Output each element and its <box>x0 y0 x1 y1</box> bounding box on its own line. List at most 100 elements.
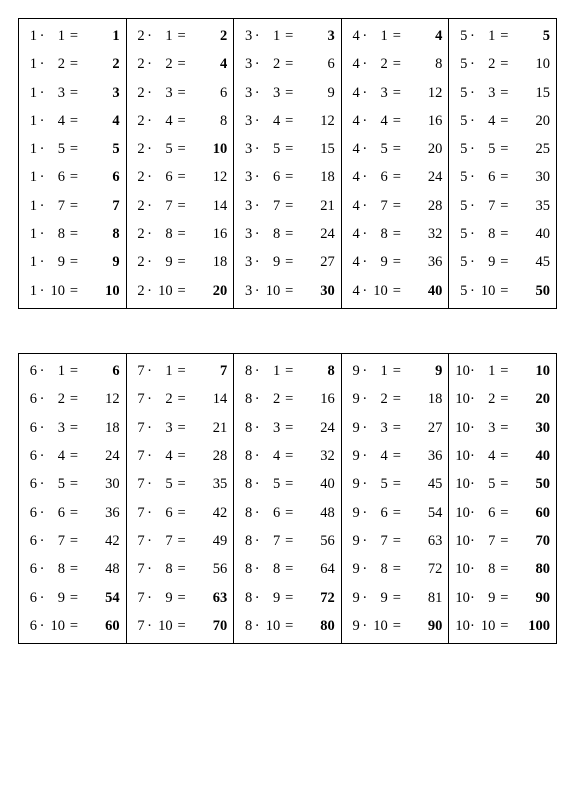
factor-b: 5 <box>370 142 388 157</box>
equals-symbol: = <box>388 86 406 101</box>
equation-row: 2·4=8 <box>133 114 228 129</box>
factor-b: 4 <box>47 114 65 129</box>
factor-a: 5 <box>455 86 467 101</box>
equation-row: 1·9=9 <box>25 255 120 270</box>
equation-row: 6·6=36 <box>25 506 120 521</box>
equation-row: 1·6=6 <box>25 170 120 185</box>
equation-row: 3·10=30 <box>240 284 335 299</box>
equals-symbol: = <box>173 114 191 129</box>
equals-symbol: = <box>65 255 83 270</box>
equals-symbol: = <box>65 421 83 436</box>
factor-a: 3 <box>240 170 252 185</box>
equals-symbol: = <box>280 86 298 101</box>
factor-b: 9 <box>370 591 388 606</box>
equals-symbol: = <box>388 477 406 492</box>
equals-symbol: = <box>65 284 83 299</box>
equals-symbol: = <box>280 449 298 464</box>
factor-a: 7 <box>133 591 145 606</box>
table-column-8: 8·1=88·2=168·3=248·4=328·5=408·6=488·7=5… <box>234 354 342 643</box>
dot-symbol: · <box>467 29 477 44</box>
equation-row: 5·10=50 <box>455 284 550 299</box>
equals-symbol: = <box>173 477 191 492</box>
equals-symbol: = <box>173 255 191 270</box>
factor-b: 2 <box>370 57 388 72</box>
equation-row: 8·1=8 <box>240 364 335 379</box>
equals-symbol: = <box>65 392 83 407</box>
factor-a: 1 <box>25 170 37 185</box>
product-result: 27 <box>298 255 335 270</box>
factor-a: 7 <box>133 392 145 407</box>
equals-symbol: = <box>173 142 191 157</box>
equation-row: 10·2=20 <box>455 392 550 407</box>
dot-symbol: · <box>360 114 370 129</box>
equation-row: 3·1=3 <box>240 29 335 44</box>
dot-symbol: · <box>145 142 155 157</box>
factor-b: 10 <box>370 619 388 634</box>
product-result: 25 <box>513 142 550 157</box>
equation-row: 5·7=35 <box>455 199 550 214</box>
product-result: 8 <box>406 57 443 72</box>
product-result: 27 <box>406 421 443 436</box>
equals-symbol: = <box>280 170 298 185</box>
factor-b: 1 <box>155 29 173 44</box>
product-result: 60 <box>513 506 550 521</box>
factor-a: 10 <box>455 534 467 549</box>
factor-a: 6 <box>25 421 37 436</box>
equals-symbol: = <box>495 114 513 129</box>
factor-b: 2 <box>47 57 65 72</box>
equals-symbol: = <box>495 477 513 492</box>
factor-b: 1 <box>262 364 280 379</box>
factor-a: 10 <box>455 392 467 407</box>
equals-symbol: = <box>65 562 83 577</box>
factor-a: 4 <box>348 86 360 101</box>
factor-b: 1 <box>47 29 65 44</box>
dot-symbol: · <box>360 449 370 464</box>
factor-b: 9 <box>47 591 65 606</box>
product-result: 4 <box>83 114 120 129</box>
dot-symbol: · <box>467 227 477 242</box>
product-result: 3 <box>83 86 120 101</box>
factor-a: 9 <box>348 392 360 407</box>
factor-a: 6 <box>25 449 37 464</box>
product-result: 40 <box>406 284 443 299</box>
dot-symbol: · <box>467 477 477 492</box>
product-result: 40 <box>513 227 550 242</box>
equals-symbol: = <box>280 591 298 606</box>
factor-b: 3 <box>370 421 388 436</box>
factor-a: 2 <box>133 114 145 129</box>
equation-row: 10·1=10 <box>455 364 550 379</box>
equation-row: 8·4=32 <box>240 449 335 464</box>
factor-a: 5 <box>455 29 467 44</box>
dot-symbol: · <box>360 477 370 492</box>
equation-row: 5·6=30 <box>455 170 550 185</box>
factor-a: 6 <box>25 506 37 521</box>
factor-b: 1 <box>262 29 280 44</box>
product-result: 7 <box>83 199 120 214</box>
equation-row: 4·9=36 <box>348 255 443 270</box>
factor-b: 3 <box>155 86 173 101</box>
equals-symbol: = <box>65 114 83 129</box>
equals-symbol: = <box>388 170 406 185</box>
factor-a: 7 <box>133 421 145 436</box>
factor-a: 10 <box>455 591 467 606</box>
equals-symbol: = <box>173 392 191 407</box>
dot-symbol: · <box>145 591 155 606</box>
equals-symbol: = <box>65 477 83 492</box>
equation-row: 8·6=48 <box>240 506 335 521</box>
equals-symbol: = <box>388 534 406 549</box>
product-result: 18 <box>406 392 443 407</box>
equation-row: 7·4=28 <box>133 449 228 464</box>
product-result: 90 <box>406 619 443 634</box>
equation-row: 3·2=6 <box>240 57 335 72</box>
factor-b: 6 <box>155 506 173 521</box>
equals-symbol: = <box>280 392 298 407</box>
dot-symbol: · <box>37 449 47 464</box>
factor-a: 8 <box>240 562 252 577</box>
product-result: 30 <box>298 284 335 299</box>
factor-a: 6 <box>25 392 37 407</box>
equals-symbol: = <box>388 562 406 577</box>
product-result: 81 <box>406 591 443 606</box>
factor-b: 2 <box>155 57 173 72</box>
equation-row: 2·9=18 <box>133 255 228 270</box>
dot-symbol: · <box>37 170 47 185</box>
